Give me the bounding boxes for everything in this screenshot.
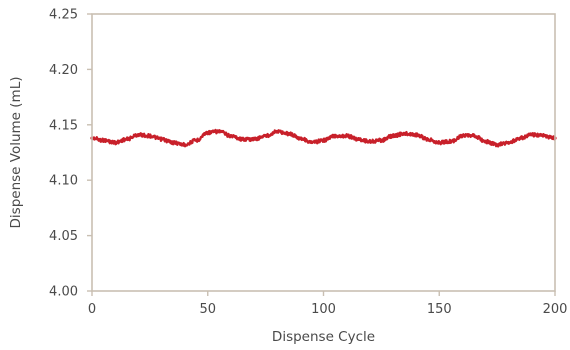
x-tick-label: 0 [88, 302, 96, 317]
plot-frame [91, 13, 556, 292]
x-tick-label: 150 [427, 302, 452, 317]
data-point [298, 136, 302, 140]
data-point [333, 134, 337, 138]
data-point [183, 143, 187, 147]
data-point [472, 134, 476, 138]
y-tick-label: 4.10 [49, 174, 78, 189]
y-tick-label: 4.15 [49, 118, 78, 133]
data-point [125, 137, 129, 141]
data-point [437, 140, 441, 145]
data-point [368, 139, 372, 144]
y-tick-label: 4.00 [49, 285, 78, 300]
x-tick-label: 100 [311, 302, 336, 317]
data-point [275, 129, 279, 134]
y-tick-label: 4.25 [49, 8, 78, 23]
data-point [541, 134, 546, 138]
y-axis-title: Dispense Volume (mL) [8, 77, 24, 229]
y-tick-label: 4.20 [49, 63, 78, 78]
data-point [252, 137, 256, 141]
data-point [507, 140, 511, 145]
data-point [379, 138, 383, 142]
x-tick-label: 50 [199, 302, 216, 317]
data-point [310, 140, 314, 145]
data-point [136, 133, 140, 137]
data-point [264, 134, 268, 138]
data-point [391, 134, 395, 138]
data-point [356, 137, 360, 141]
data-point [345, 134, 349, 138]
data-point [113, 140, 117, 145]
data-point [321, 138, 326, 142]
data-point [495, 143, 499, 147]
series-layer [90, 128, 557, 148]
data-point [217, 129, 221, 134]
data-point [402, 132, 407, 136]
data-point [460, 134, 464, 138]
data-point [159, 137, 164, 141]
data-point [449, 139, 453, 144]
data-point [194, 138, 198, 142]
data-point [426, 137, 430, 141]
data-point [530, 133, 534, 137]
data-point [287, 132, 291, 136]
y-tick-label: 4.05 [49, 229, 78, 244]
data-point [206, 130, 210, 135]
data-point [240, 137, 245, 141]
data-point [101, 138, 106, 142]
data-point [171, 140, 175, 145]
data-point [148, 134, 152, 138]
data-point [483, 139, 488, 144]
x-tick-label: 200 [543, 302, 568, 317]
ticks-layer: 0 50 100 150 200 4.00 4.05 4.10 4.15 4.20 4.25 [49, 8, 567, 318]
x-axis-title: Dispense Cycle [272, 329, 375, 345]
data-point [229, 134, 233, 138]
data-point [518, 136, 522, 140]
data-point [414, 133, 418, 137]
